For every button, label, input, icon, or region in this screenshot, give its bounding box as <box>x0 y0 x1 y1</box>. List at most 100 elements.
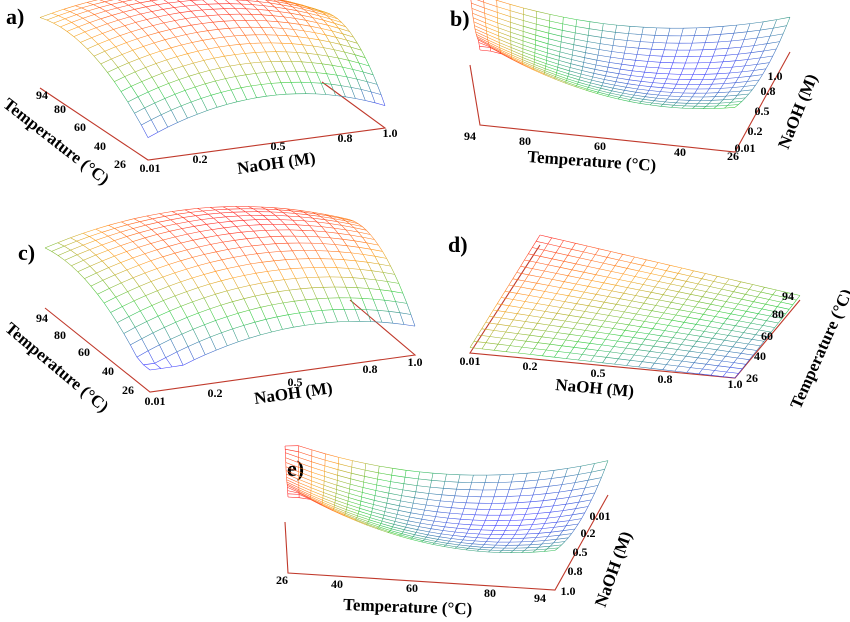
mesh-line <box>551 470 555 479</box>
mesh-line <box>570 352 583 355</box>
mesh-line <box>204 251 217 255</box>
mesh-line <box>345 512 357 518</box>
mesh-line <box>267 219 273 225</box>
mesh-line <box>504 291 517 294</box>
mesh-line <box>64 254 78 261</box>
mesh-line <box>176 346 189 353</box>
mesh-line <box>468 528 482 531</box>
mesh-line <box>540 505 554 508</box>
mesh-line <box>662 364 667 370</box>
mesh-line <box>219 67 226 79</box>
mesh-line <box>292 250 298 260</box>
mesh-line <box>299 24 305 32</box>
mesh-line <box>93 1 105 5</box>
mesh-line <box>424 509 438 513</box>
mesh-line <box>587 471 592 481</box>
mesh-line <box>323 47 334 50</box>
mesh-line <box>776 41 780 50</box>
mesh-line <box>668 325 681 328</box>
mesh-line <box>728 87 733 93</box>
mesh-line <box>658 91 661 96</box>
mesh-line <box>193 60 204 64</box>
mesh-line <box>316 22 328 26</box>
mesh-line <box>636 331 649 335</box>
mesh-line <box>713 281 726 285</box>
mesh-line <box>759 21 764 31</box>
mesh-line <box>102 274 116 281</box>
mesh-line <box>138 58 146 68</box>
mesh-line <box>373 495 376 501</box>
mesh-line <box>255 271 268 274</box>
mesh-line <box>99 4 112 8</box>
mesh-line <box>168 2 175 8</box>
mesh-line <box>64 14 77 19</box>
mesh-line <box>720 26 724 35</box>
mesh-line <box>584 506 589 513</box>
mesh-line <box>590 361 603 364</box>
mesh-line <box>741 45 755 48</box>
mesh-line <box>71 265 78 273</box>
mesh-line <box>667 28 671 36</box>
mesh-line <box>348 488 350 494</box>
mesh-line <box>223 35 235 38</box>
mesh-line <box>481 348 495 351</box>
mesh-line <box>581 348 587 355</box>
mesh-line <box>730 98 735 103</box>
mesh-line <box>271 304 278 317</box>
mesh-line <box>385 503 388 508</box>
x-axis-title: NaOH (M) <box>236 148 317 178</box>
mesh-line <box>588 87 600 91</box>
mesh-line <box>597 344 602 351</box>
mesh-line <box>90 280 104 287</box>
mesh-line <box>477 38 489 45</box>
mesh-line <box>337 221 350 225</box>
mesh-line <box>564 281 577 285</box>
mesh-line <box>521 346 535 349</box>
mesh-line <box>602 23 604 31</box>
mesh-line <box>66 26 79 32</box>
mesh-line <box>462 513 475 516</box>
mesh-line <box>134 9 141 15</box>
mesh-line <box>287 215 293 221</box>
mesh-line <box>530 494 534 502</box>
mesh-line <box>316 298 323 311</box>
mesh-line <box>324 214 338 218</box>
mesh-line <box>664 42 667 50</box>
mesh-line <box>371 511 384 516</box>
mesh-line <box>540 291 545 298</box>
mesh-line <box>649 49 652 56</box>
mesh-line <box>64 245 71 251</box>
mesh-line <box>528 309 534 316</box>
mesh-line <box>565 334 570 341</box>
mesh-line <box>329 223 342 226</box>
mesh-line <box>532 303 538 310</box>
mesh-line <box>130 31 138 39</box>
mesh-line <box>271 82 282 84</box>
mesh-line <box>635 54 638 61</box>
mesh-line <box>532 549 536 553</box>
mesh-line <box>51 9 64 14</box>
mesh-line <box>561 41 574 45</box>
mesh-line <box>350 483 364 488</box>
mesh-line <box>98 39 110 45</box>
mesh-line <box>391 291 396 302</box>
mesh-line <box>456 488 470 490</box>
mesh-line <box>129 16 136 23</box>
mesh-line <box>648 90 661 92</box>
mesh-line <box>777 301 782 307</box>
mesh-line <box>729 351 742 354</box>
mesh-line <box>585 330 598 333</box>
mesh-line <box>683 304 696 308</box>
mesh-line <box>689 43 693 51</box>
mesh-line <box>588 318 594 325</box>
mesh-line <box>246 8 258 10</box>
axis-floor <box>469 244 801 379</box>
mesh-line <box>458 542 462 546</box>
mesh-line <box>539 234 552 239</box>
mesh-line <box>639 103 651 106</box>
mesh-line <box>525 340 538 343</box>
mesh-line <box>174 272 181 283</box>
mesh-line <box>470 524 484 526</box>
mesh-line <box>627 287 640 291</box>
mesh-line <box>272 224 278 231</box>
